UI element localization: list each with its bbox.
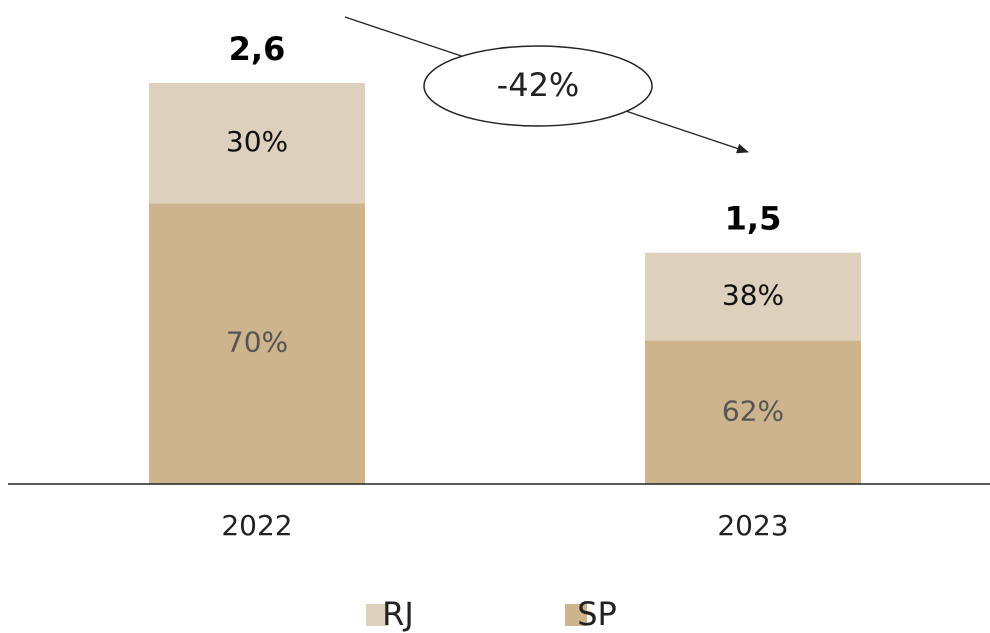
legend-label: SP	[577, 595, 617, 633]
value-label: 62%	[722, 394, 784, 427]
bar-segment	[149, 83, 365, 204]
legend-swatch	[366, 604, 388, 626]
legend-label: RJ	[382, 595, 414, 633]
value-label: 70%	[226, 326, 288, 359]
x-tick-label: 2022	[221, 509, 292, 542]
bar-segment	[149, 203, 365, 485]
bar-segment	[645, 252, 861, 341]
value-label: 38%	[722, 279, 784, 312]
total-label: 1,5	[725, 200, 782, 238]
x-tick-label: 2023	[717, 509, 788, 542]
value-label: 30%	[226, 125, 288, 158]
legend-swatch	[565, 604, 587, 626]
total-label: 2,6	[229, 30, 286, 68]
plot: 70% 30% 2,6 2022 62% 38% 1,5 2023 RJ SP	[149, 30, 861, 633]
bar-segment	[645, 340, 861, 484]
annotation: -42%	[497, 66, 580, 104]
annotation-bubble	[423, 45, 653, 127]
